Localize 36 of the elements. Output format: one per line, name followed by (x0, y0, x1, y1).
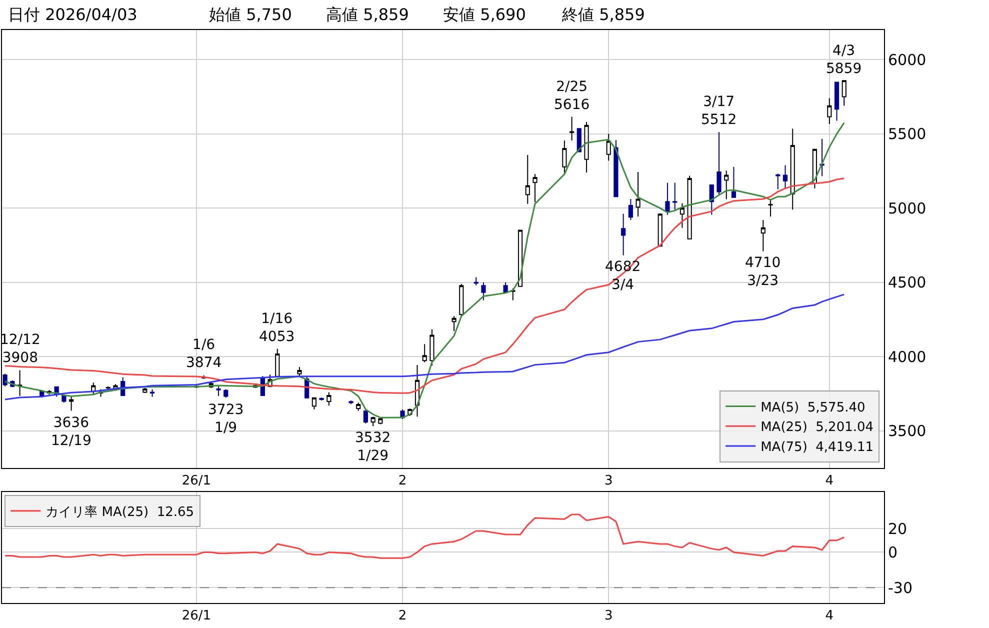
text: 終値 5,859 (561, 5, 645, 24)
text: 安値 5,690 (443, 5, 526, 24)
annotation: 2/25 5616 (554, 79, 590, 114)
x-tick-label: 26/1 (182, 608, 212, 624)
x-tick-label: 26/1 (182, 474, 212, 489)
text: 日付 2026/04/03 (8, 5, 138, 24)
annotation: 4710 3/23 (745, 255, 781, 290)
y-tick-label: -30 (888, 578, 912, 597)
annotation: 3532 1/29 (355, 430, 391, 464)
y-tick-label: 20 (888, 520, 908, 538)
y-tick-label: 4500 (888, 274, 926, 292)
annotation: 4/3 5859 (826, 43, 862, 78)
x-tick-label: 2 (398, 474, 407, 489)
x-tick-label: 4 (825, 474, 834, 489)
text: 始値 5,750 (209, 5, 292, 24)
annotation: 12/12 3908 (0, 332, 40, 366)
y-tick-label: 5500 (888, 125, 926, 144)
y-tick-label: 6000 (888, 50, 926, 69)
y-tick-label: 0 (888, 543, 898, 562)
text: 高値 5,859 (326, 5, 409, 24)
annotation: 3/17 5512 (701, 94, 737, 128)
legend-label: MA(25) 5,201.04 (760, 420, 874, 436)
x-tick-label: 4 (825, 608, 834, 624)
x-tick-label: 3 (604, 474, 613, 489)
legend-label: MA(75) 4,419.11 (760, 440, 874, 456)
x-tick-label: 3 (604, 608, 613, 624)
legend-label: MA(5) 5,575.40 (760, 400, 866, 416)
annotation: 3636 12/19 (51, 415, 92, 450)
annotation: 1/6 3874 (186, 337, 222, 372)
annotation: 1/16 4053 (259, 311, 295, 346)
legend-label: カイリ率 MA(25) 12.65 (46, 504, 194, 520)
y-tick-label: 5000 (888, 199, 926, 218)
y-tick-label: 3500 (888, 422, 926, 440)
annotation: 3723 1/9 (208, 402, 244, 436)
x-tick-label: 2 (398, 608, 407, 624)
y-tick-label: 4000 (888, 348, 926, 366)
